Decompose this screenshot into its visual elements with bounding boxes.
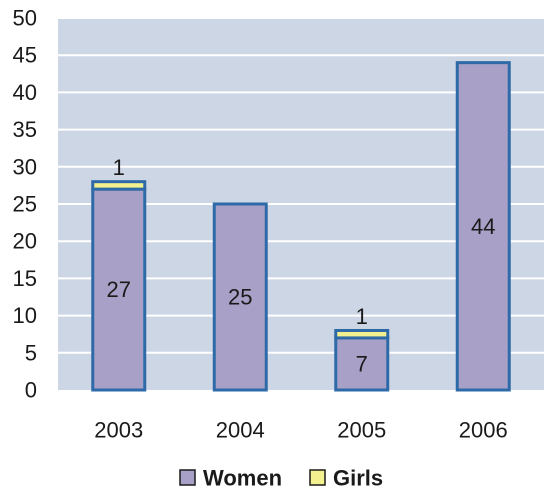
legend-label: Women [203, 466, 282, 491]
x-tick-label: 2004 [216, 418, 265, 443]
legend-swatch [309, 469, 326, 486]
data-label: 1 [113, 155, 125, 180]
legend-swatch [179, 469, 196, 486]
y-tick-label: 15 [13, 266, 37, 291]
y-tick-label: 10 [13, 303, 37, 328]
y-tick-label: 45 [13, 43, 37, 68]
bar-segment-women [212, 202, 268, 392]
x-axis: 2003 2004 2005 2006 [94, 418, 507, 443]
y-tick-label: 20 [13, 229, 37, 254]
bar-segment-women [455, 61, 511, 392]
data-label: 7 [356, 351, 368, 376]
x-tick-label: 2003 [94, 418, 143, 443]
y-tick-label: 25 [13, 192, 37, 217]
y-tick-label: 40 [13, 80, 37, 105]
y-tick-label: 0 [25, 378, 37, 403]
data-label: 1 [356, 304, 368, 329]
legend-label: Girls [333, 466, 383, 491]
bar-segment-girls [334, 328, 390, 340]
x-tick-label: 2005 [337, 418, 386, 443]
y-tick-label: 5 [25, 340, 37, 365]
y-tick-label: 35 [13, 117, 37, 142]
bar-segment-women [91, 187, 147, 392]
data-label: 25 [228, 285, 252, 310]
data-label: 44 [471, 214, 495, 239]
data-label: 27 [107, 277, 131, 302]
bars: 27 1 25 7 1 44 [91, 61, 511, 392]
bar-segment-girls [91, 180, 147, 191]
legend: Women Girls [179, 466, 383, 491]
y-tick-label: 30 [13, 154, 37, 179]
y-tick-label: 50 [13, 6, 37, 31]
x-tick-label: 2006 [459, 418, 508, 443]
y-axis: 0 5 10 15 20 25 30 35 40 45 50 [13, 6, 37, 403]
